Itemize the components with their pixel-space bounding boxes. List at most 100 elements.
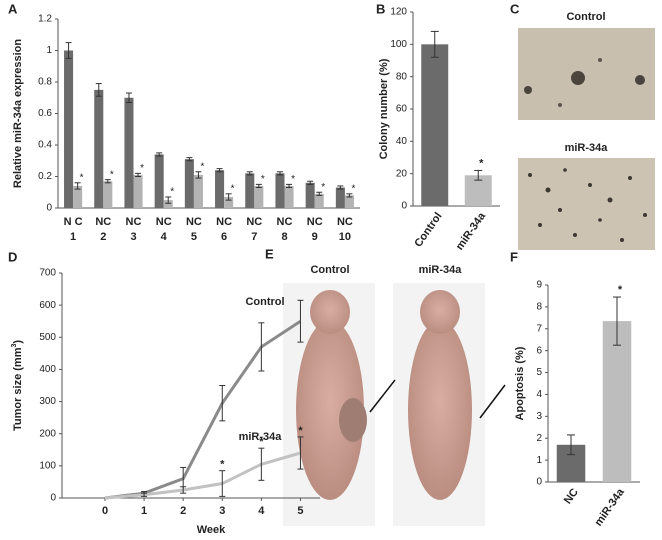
y-tick-label: 700 — [39, 268, 56, 279]
bar — [163, 200, 173, 208]
error-bar — [156, 152, 163, 157]
colony — [635, 75, 645, 85]
error-bar — [125, 92, 132, 103]
y-tick-label: 0 — [46, 203, 52, 214]
significance: * — [321, 182, 325, 193]
x-tick-label: miR-34a — [454, 210, 489, 253]
colony — [571, 71, 585, 85]
x-tick-label: 10 — [339, 231, 351, 243]
series-line — [104, 319, 302, 500]
colonies — [528, 168, 647, 242]
error-bar — [474, 169, 483, 181]
y-tick-label: 60 — [396, 104, 408, 115]
x-sublabel: N C — [64, 216, 83, 228]
x-sublabel: NC — [246, 216, 262, 228]
x-tick-label: 5 — [297, 505, 303, 517]
y-axis-label-sup: 3 — [11, 344, 18, 348]
error-bar — [104, 179, 111, 184]
significance: * — [200, 161, 204, 172]
mouse-head — [310, 290, 350, 334]
bar — [344, 195, 354, 208]
x-sublabel: NC — [307, 216, 323, 228]
bar — [73, 185, 83, 208]
error-bar — [297, 436, 304, 470]
bar — [184, 159, 194, 208]
y-axis-label-text: Apoptosis (%) — [514, 346, 526, 420]
y-tick-label: 1.2 — [38, 14, 52, 25]
significance: * — [291, 174, 295, 185]
photo-label: Control — [566, 11, 605, 23]
y-tick-label: 100 — [390, 39, 407, 50]
error-bar — [95, 83, 102, 97]
error-bar — [255, 183, 262, 189]
y-axis-label: Apoptosis (%) — [514, 346, 526, 420]
x-sublabel: NC — [126, 216, 142, 228]
x-tick-label: 3 — [130, 231, 136, 243]
panel-label: F — [510, 249, 518, 264]
y-axis-label: Tumor size (mm3) — [11, 340, 24, 431]
y-tick-label: 100 — [39, 460, 56, 471]
panel-label: A — [8, 1, 18, 16]
panel-label: C — [510, 1, 520, 16]
y-axis-label-text: Tumor size (mm — [12, 347, 24, 431]
y-tick-label: 120 — [390, 7, 407, 18]
x-sublabel: NC — [95, 216, 111, 228]
error-bar — [430, 30, 439, 58]
significance: * — [220, 459, 225, 471]
y-tick-label: 0 — [401, 201, 407, 212]
bar — [284, 185, 294, 208]
x-tick-label: 7 — [251, 231, 257, 243]
series-label: Control — [245, 296, 284, 308]
arrow — [369, 379, 396, 413]
error-bar — [246, 171, 253, 176]
error-bar — [297, 299, 304, 343]
error-bar — [337, 185, 344, 190]
x-tick-label: 3 — [219, 505, 225, 517]
x-tick-label: 9 — [312, 231, 318, 243]
error-bar — [567, 434, 575, 456]
y-tick-label: 6 — [536, 345, 542, 356]
bar — [64, 50, 74, 208]
bar — [335, 187, 345, 208]
bar — [602, 321, 632, 482]
x-tick-label: miR-34a — [592, 486, 627, 529]
series-label: miR-34a — [239, 431, 283, 443]
error-bar — [135, 172, 142, 177]
y-tick-label: 7 — [536, 323, 542, 334]
significance: * — [80, 172, 84, 183]
mouse — [408, 320, 472, 500]
significance: * — [261, 174, 265, 185]
bar — [154, 154, 164, 208]
bar — [314, 193, 324, 208]
y-tick-label: 1 — [536, 455, 542, 466]
error-bar — [613, 296, 621, 346]
y-axis-label-text: Relative miR-34a expression — [12, 39, 24, 188]
y-tick-label: 0 — [50, 493, 56, 504]
error-bar — [219, 385, 226, 422]
y-tick-label: 20 — [396, 168, 408, 179]
x-tick-label: 1 — [70, 231, 76, 243]
photo — [518, 28, 655, 120]
y-tick-label: 2 — [536, 433, 542, 444]
x-tick-label: 1 — [141, 505, 147, 517]
x-tick-label: Control — [412, 211, 444, 250]
x-sublabel: NC — [156, 216, 172, 228]
significance: * — [110, 169, 114, 180]
x-tick-label: 4 — [258, 505, 265, 517]
error-bar — [258, 322, 265, 372]
bar — [275, 173, 285, 208]
error-bar — [346, 193, 353, 198]
error-bar — [258, 447, 265, 481]
error-bar — [276, 171, 283, 176]
photo-label: miR-34a — [419, 264, 463, 276]
panel-label: E — [265, 246, 274, 261]
x-tick-label: 2 — [100, 231, 106, 243]
error-bar — [141, 492, 148, 497]
significance: * — [170, 187, 174, 198]
error-bar — [195, 171, 202, 179]
colony — [524, 86, 532, 94]
bar — [133, 174, 143, 208]
x-tick-label: 0 — [102, 505, 108, 517]
bar — [193, 174, 203, 208]
